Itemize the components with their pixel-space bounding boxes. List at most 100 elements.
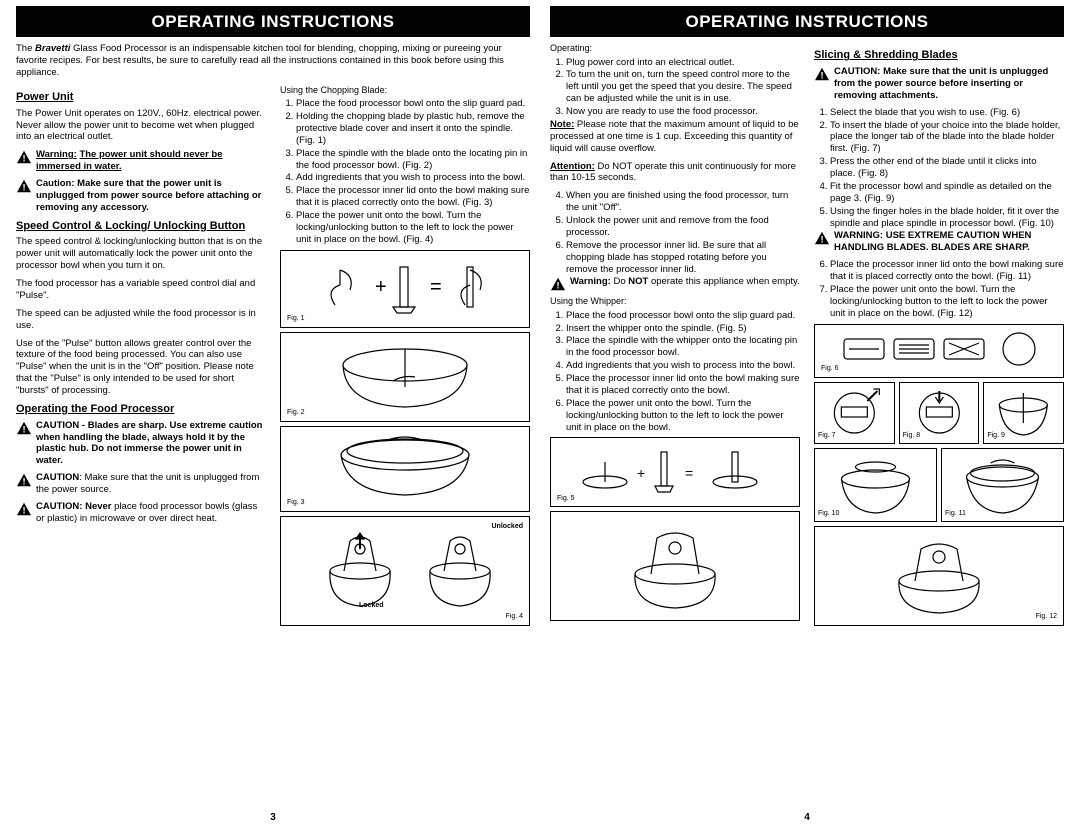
slice-4: Fit the processor bowl and spindle as de… (830, 181, 1064, 205)
fig2-label: Fig. 2 (287, 409, 305, 418)
warning-icon: ! (814, 231, 830, 245)
slice-5: Using the finger holes in the blade hold… (830, 206, 1064, 230)
fig4-svg (300, 521, 510, 617)
fig10-label: Fig. 10 (818, 510, 839, 519)
caution-unplug-text: Caution: Make sure that the power unit i… (36, 178, 266, 214)
slice-2: To insert the blade of your choice into … (830, 120, 1064, 156)
warn-empty-rest: Do NOT operate this appliance when empty… (611, 276, 800, 287)
chop-2: Holding the chopping blade by plastic hu… (296, 111, 530, 147)
note-rest: Please note that the maximum amount of l… (550, 119, 799, 154)
fig6-svg (834, 327, 1044, 369)
svg-text:!: ! (22, 154, 25, 164)
warning-icon: ! (814, 67, 830, 81)
warning-empty: ! Warning: Do NOT operate this appliance… (550, 276, 800, 291)
warning-empty-text: Warning: Do NOT operate this appliance w… (570, 276, 800, 291)
svg-text:!: ! (820, 235, 823, 245)
speed-p2: The food processor has a variable speed … (16, 278, 266, 302)
svg-text:!: ! (820, 71, 823, 81)
op-3: Now you are ready to use the food proces… (566, 106, 800, 118)
whip-1: Place the food processor bowl onto the s… (566, 310, 800, 322)
chop-1: Place the food processor bowl onto the s… (296, 98, 530, 110)
figure-unit (550, 511, 800, 621)
unlocked-label: Unlocked (491, 523, 523, 532)
figure-2: Fig. 2 (280, 332, 530, 422)
figure-9: Fig. 9 (983, 382, 1064, 444)
caution-microwave: ! CAUTION: Never place food processor bo… (16, 501, 266, 525)
caution-unplug: ! Caution: Make sure that the power unit… (16, 178, 266, 214)
page-number-4: 4 (550, 812, 1064, 825)
whipper-steps: Place the food processor bowl onto the s… (550, 310, 800, 434)
heading-power-unit: Power Unit (16, 91, 266, 105)
caution-blades-text: CAUTION - Blades are sharp. Use extreme … (36, 420, 266, 468)
warning-icon: ! (16, 179, 32, 193)
fig2-svg (315, 337, 495, 415)
figure-6: Fig. 6 (814, 324, 1064, 378)
op-6: Remove the processor inner lid. Be sure … (566, 240, 800, 276)
fig-grid-1011: Fig. 10 Fig. 11 (814, 448, 1064, 522)
fig12-label: Fig. 12 (1036, 613, 1057, 622)
fig7-label: Fig. 7 (818, 432, 836, 441)
slice-3: Press the other end of the blade until i… (830, 156, 1064, 180)
figure-10: Fig. 10 (814, 448, 937, 522)
page-header: OPERATING INSTRUCTIONS (16, 6, 530, 37)
page-4: OPERATING INSTRUCTIONS Operating: Plug p… (540, 6, 1074, 828)
figure-7: Fig. 7 (814, 382, 895, 444)
page4-col-left: Operating: Plug power cord into an elect… (550, 43, 800, 807)
fig4-label: Fig. 4 (505, 613, 523, 622)
whip-3: Place the spindle with the whipper onto … (566, 335, 800, 359)
page-3: OPERATING INSTRUCTIONS The Bravetti Glas… (6, 6, 540, 828)
chop-6: Place the power unit onto the bowl. Turn… (296, 210, 530, 246)
caution-unplug2-text: CAUTION: Make sure that the unit is unpl… (36, 472, 266, 496)
page3-col-right: Using the Chopping Blade: Place the food… (280, 85, 530, 808)
speed-p4: Use of the "Pulse" button allows greater… (16, 338, 266, 397)
fig3-label: Fig. 3 (287, 499, 305, 508)
warn-empty-lead: Warning: (570, 276, 611, 287)
warning-icon: ! (16, 502, 32, 516)
speed-p1: The speed control & locking/unlocking bu… (16, 236, 266, 272)
warning-immerse-text: Warning: The power unit should never be … (36, 149, 266, 173)
op-2: To turn the unit on, turn the speed cont… (566, 69, 800, 105)
whip-4: Add ingredients that you wish to process… (566, 360, 800, 372)
slice-6: Place the processor inner lid onto the b… (830, 259, 1064, 283)
warning-immerse: ! Warning: The power unit should never b… (16, 149, 266, 173)
caution-slice-text: CAUTION: Make sure that the unit is unpl… (834, 66, 1064, 102)
locked-label: Locked (359, 602, 384, 611)
slice-7: Place the power unit onto the bowl. Turn… (830, 284, 1064, 320)
chop-4: Add ingredients that you wish to process… (296, 172, 530, 184)
fig12-svg (859, 531, 1019, 617)
svg-text:+: + (375, 276, 387, 298)
fig5-label: Fig. 5 (557, 495, 575, 504)
slicing-steps: Select the blade that you wish to use. (… (814, 107, 1064, 230)
speed-p3: The speed can be adjusted while the food… (16, 308, 266, 332)
figure-3: Fig. 3 (280, 426, 530, 512)
caut3-lead: CAUTION: Never (36, 501, 112, 512)
svg-text:!: ! (556, 281, 559, 291)
fig11-label: Fig. 11 (945, 510, 966, 519)
caution-unplug-slice: ! CAUTION: Make sure that the unit is un… (814, 66, 1064, 102)
warning-icon: ! (16, 421, 32, 435)
intro-product: Bravetti (35, 43, 70, 54)
attn-lead: Attention: (550, 161, 595, 172)
power-unit-text: The Power Unit operates on 120V., 60Hz. … (16, 108, 266, 144)
caution-microwave-text: CAUTION: Never place food processor bowl… (36, 501, 266, 525)
svg-text:+: + (637, 465, 645, 481)
attention-continuous: Attention: Do NOT operate this unit cont… (550, 161, 800, 185)
warning-sharp-text: WARNING: USE EXTREME CAUTION WHEN HANDLI… (834, 230, 1064, 254)
fig6-label: Fig. 6 (821, 365, 839, 374)
chopping-steps: Place the food processor bowl onto the s… (280, 98, 530, 246)
page4-col-right: Slicing & Shredding Blades ! CAUTION: Ma… (814, 43, 1064, 807)
caution-blades: ! CAUTION - Blades are sharp. Use extrem… (16, 420, 266, 468)
figure-1: + = Fig. 1 (280, 250, 530, 328)
page3-col-left: Power Unit The Power Unit operates on 12… (16, 85, 266, 808)
intro-prefix: The (16, 43, 35, 54)
chop-5: Place the processor inner lid onto the b… (296, 185, 530, 209)
figure-4: Unlocked Locked Fig. 4 (280, 516, 530, 626)
svg-text:!: ! (22, 424, 25, 434)
fig1-label: Fig. 1 (287, 315, 305, 324)
caut2-lead: CAUTION (36, 472, 79, 483)
note-liquid: Note: Please note that the maximum amoun… (550, 119, 800, 155)
warning-icon: ! (16, 150, 32, 164)
warning-icon: ! (16, 473, 32, 487)
fig9-label: Fig. 9 (987, 432, 1005, 441)
operating-steps-cont: When you are finished using the food pro… (550, 190, 800, 275)
